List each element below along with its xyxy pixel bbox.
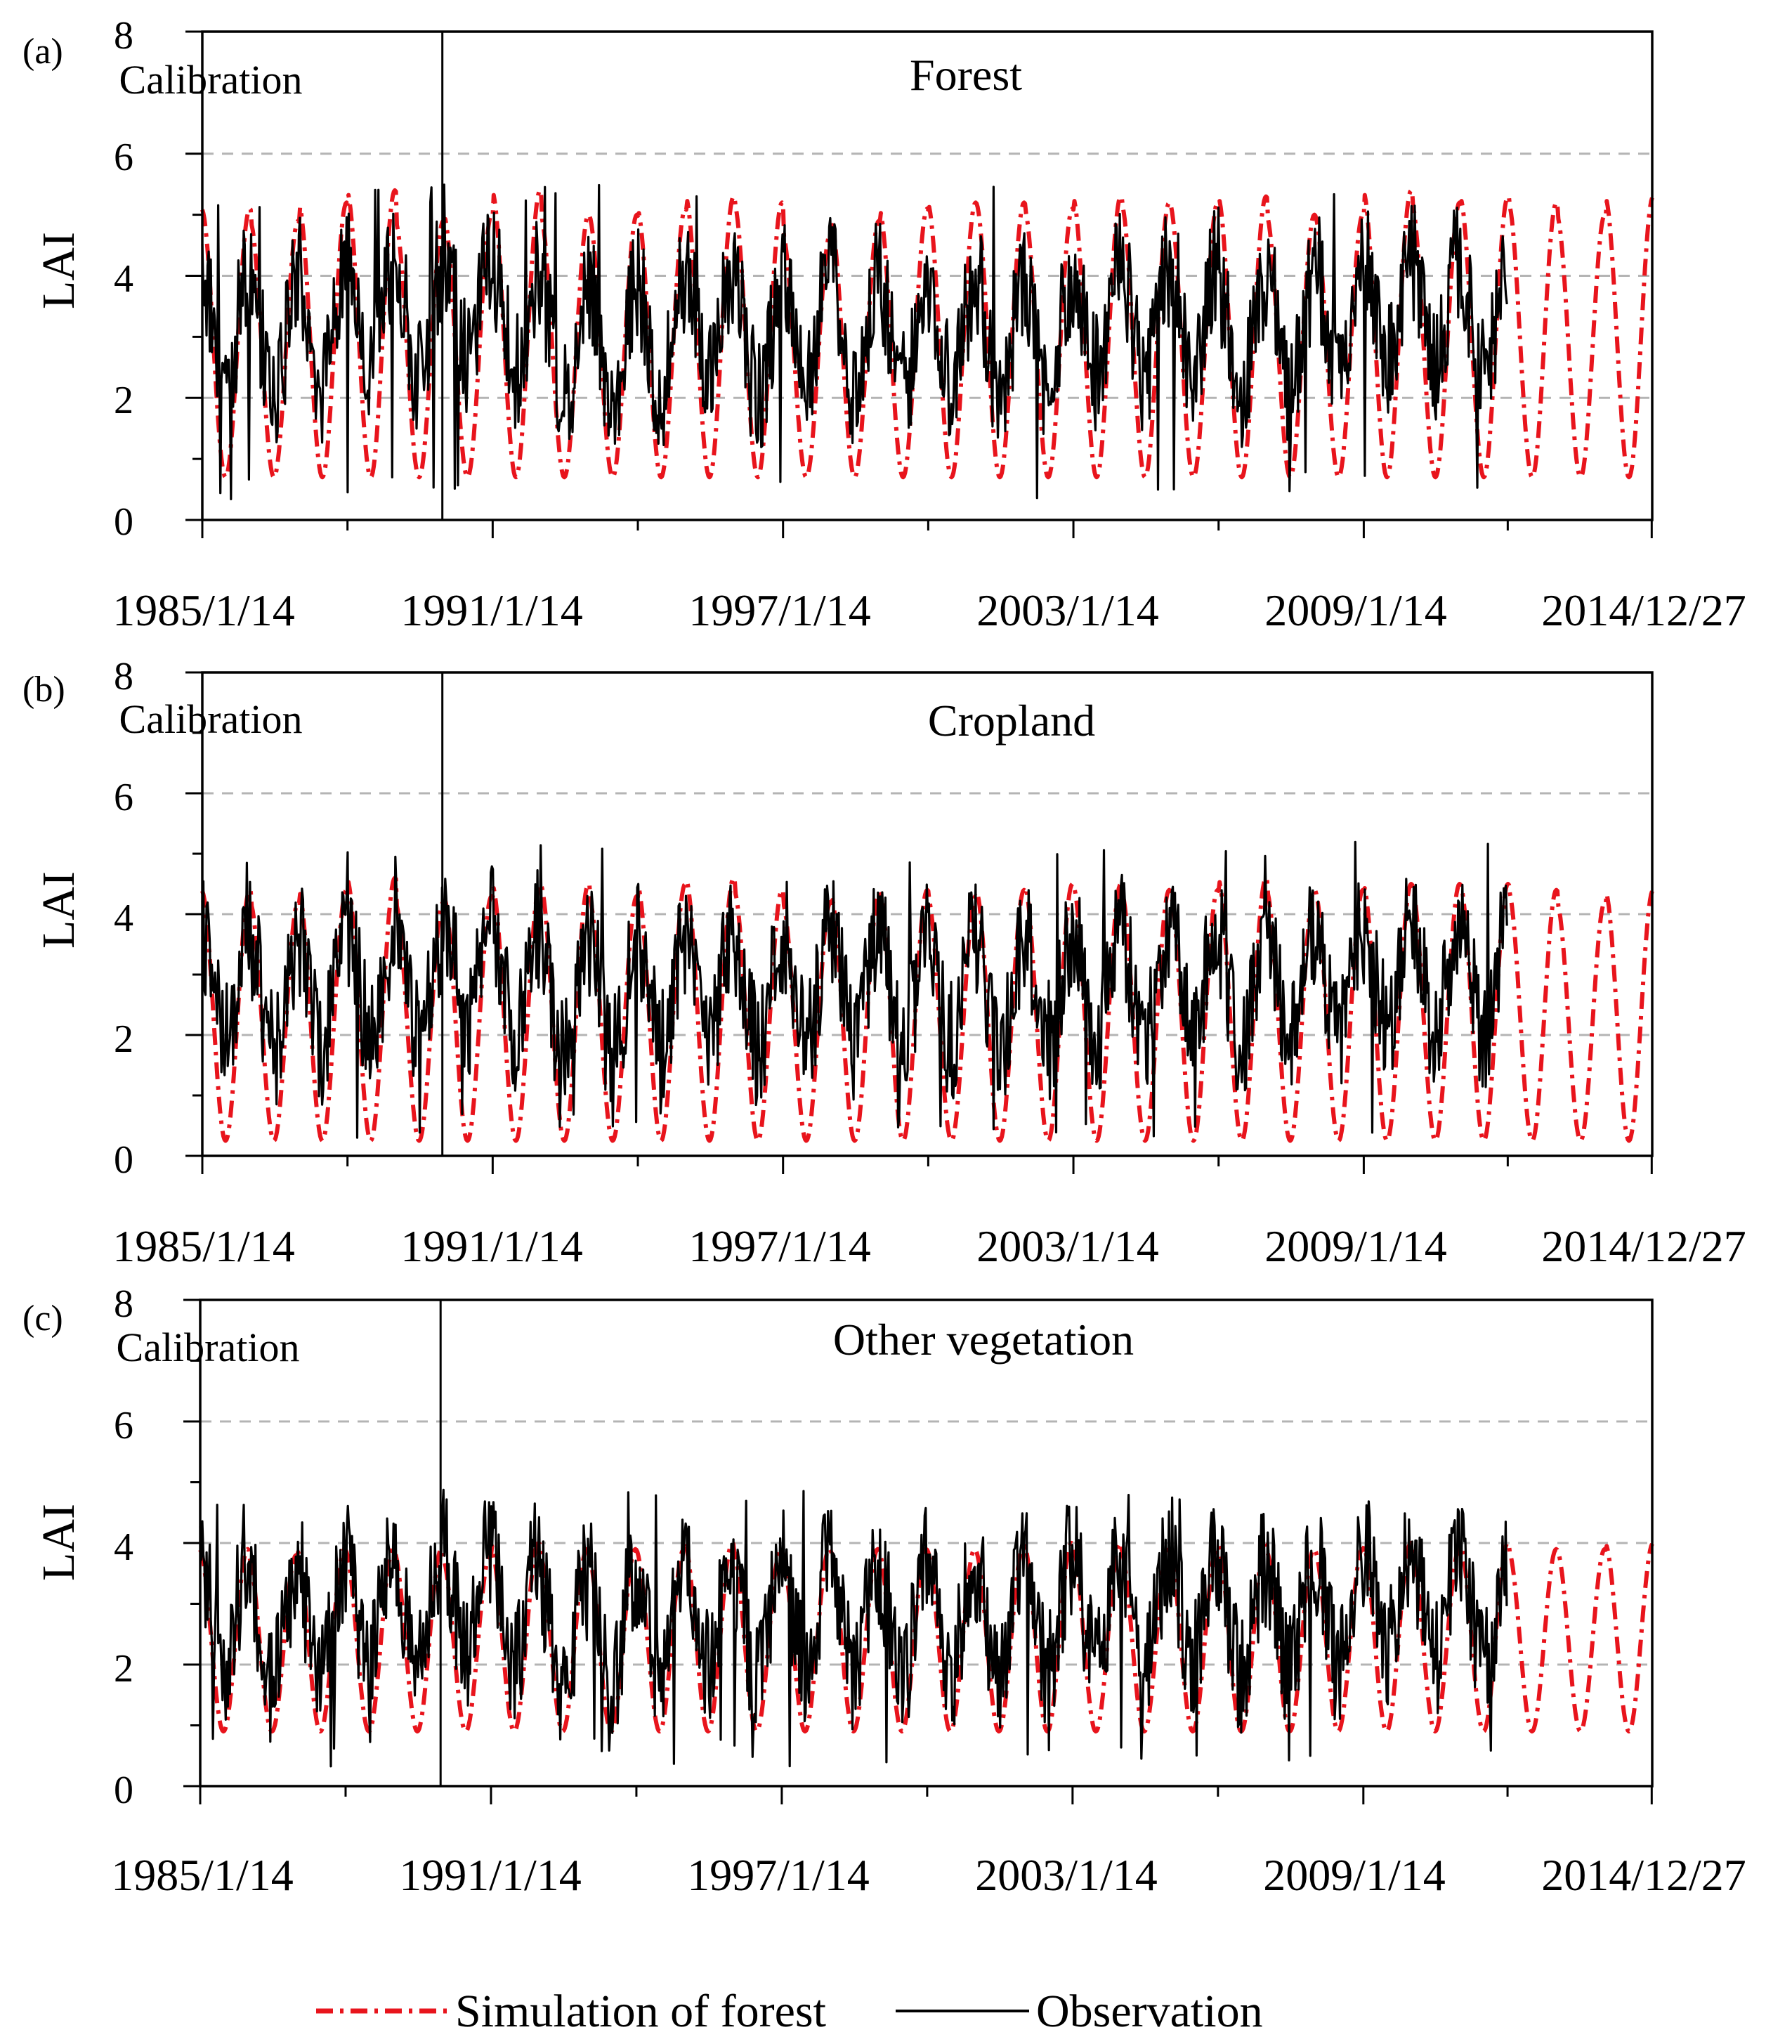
panel-c-calibration-label: Calibration — [117, 1324, 300, 1370]
panel-c-xtick-label: 2009/1/14 — [1263, 1850, 1446, 1900]
panel-c-plot-area — [183, 1298, 1654, 1804]
panel-a-ytick-label: 8 — [114, 14, 133, 58]
legend-simulation-label: Simulation of forest — [455, 1986, 826, 2037]
panel-b-label: (b) — [22, 670, 65, 710]
panel-a-title: Forest — [910, 50, 1022, 100]
panel-a-xtick-label: 1991/1/14 — [400, 585, 583, 635]
panel-a: (a) LAI Forest Calibration 1985/1/14 199… — [22, 14, 1746, 635]
panel-a-ytick-label: 2 — [114, 379, 133, 422]
panel-a-plot-area — [185, 30, 1654, 538]
panel-a-xtick-label: 1985/1/14 — [112, 585, 295, 635]
panel-c-ylabel: LAI — [33, 1504, 84, 1581]
panel-b-xtick-label: 2003/1/14 — [976, 1221, 1159, 1271]
panel-b-ytick-labels: 0 2 4 6 8 — [114, 655, 133, 1182]
panel-b-ytick-label: 0 — [114, 1138, 133, 1182]
panel-c-xtick-label: 1991/1/14 — [399, 1850, 582, 1900]
panel-c-xtick-label: 2003/1/14 — [975, 1850, 1158, 1900]
panel-c-title: Other vegetation — [833, 1315, 1134, 1365]
panel-c-xtick-label: 1985/1/14 — [111, 1850, 294, 1900]
panel-b-ytick-label: 4 — [114, 897, 133, 940]
panel-b-xtick-label: 2009/1/14 — [1264, 1221, 1447, 1271]
panel-b-xtick-label: 1991/1/14 — [400, 1221, 583, 1271]
legend: Simulation of forest Observation — [316, 1986, 1263, 2037]
panel-b-xtick-labels: 1985/1/14 1991/1/14 1997/1/14 2003/1/14 … — [112, 1221, 1746, 1271]
panel-b: (b) LAI Cropland Calibration 1985/1/14 1… — [22, 655, 1746, 1271]
panel-c-xtick-labels: 1985/1/14 1991/1/14 1997/1/14 2003/1/14 … — [111, 1850, 1746, 1900]
panel-c-xtick-label: 1997/1/14 — [687, 1850, 870, 1900]
panel-b-xtick-label: 2014/12/27 — [1541, 1221, 1746, 1271]
panel-c-ytick-label: 2 — [114, 1647, 133, 1691]
panel-b-ytick-label: 8 — [114, 655, 133, 698]
panel-b-xtick-label: 1985/1/14 — [112, 1221, 295, 1271]
legend-observation-label: Observation — [1036, 1986, 1263, 2037]
panel-b-xtick-label: 1997/1/14 — [688, 1221, 871, 1271]
panel-c-ytick-label: 6 — [114, 1404, 133, 1447]
panel-c-label: (c) — [22, 1298, 63, 1339]
panel-c-series-observation — [199, 1488, 1508, 1768]
panel-a-ylabel: LAI — [33, 232, 84, 309]
panel-a-ytick-labels: 0 2 4 6 8 — [114, 14, 133, 544]
panel-a-series-observation — [201, 183, 1508, 501]
panel-c-ytick-label: 8 — [114, 1282, 133, 1326]
panel-b-plot-area — [185, 671, 1654, 1174]
panel-b-ytick-label: 2 — [114, 1017, 133, 1061]
panel-a-ytick-label: 6 — [114, 136, 133, 179]
panel-a-xtick-label: 2009/1/14 — [1264, 585, 1447, 635]
panel-c: (c) LAI Other vegetation Calibration 198… — [22, 1282, 1746, 1900]
panel-a-xtick-label: 1997/1/14 — [688, 585, 871, 635]
panel-c-xtick-label: 2014/12/27 — [1541, 1850, 1746, 1900]
panel-b-series-observation — [201, 840, 1508, 1139]
panel-a-calibration-label: Calibration — [119, 57, 303, 103]
panel-a-xtick-labels: 1985/1/14 1991/1/14 1997/1/14 2003/1/14 … — [112, 585, 1746, 635]
panel-a-ytick-label: 0 — [114, 500, 133, 544]
panel-a-ytick-label: 4 — [114, 257, 133, 301]
panel-c-ytick-label: 0 — [114, 1769, 133, 1812]
panel-a-xtick-label: 2014/12/27 — [1541, 585, 1746, 635]
panel-a-xtick-label: 2003/1/14 — [976, 585, 1159, 635]
panel-b-ytick-label: 6 — [114, 776, 133, 819]
panel-b-ylabel: LAI — [33, 871, 84, 949]
panel-b-title: Cropland — [928, 696, 1095, 746]
panel-a-label: (a) — [22, 32, 63, 72]
panel-b-calibration-label: Calibration — [119, 696, 303, 742]
panel-c-ytick-label: 4 — [114, 1525, 133, 1569]
panel-c-ytick-labels: 0 2 4 6 8 — [114, 1282, 133, 1812]
